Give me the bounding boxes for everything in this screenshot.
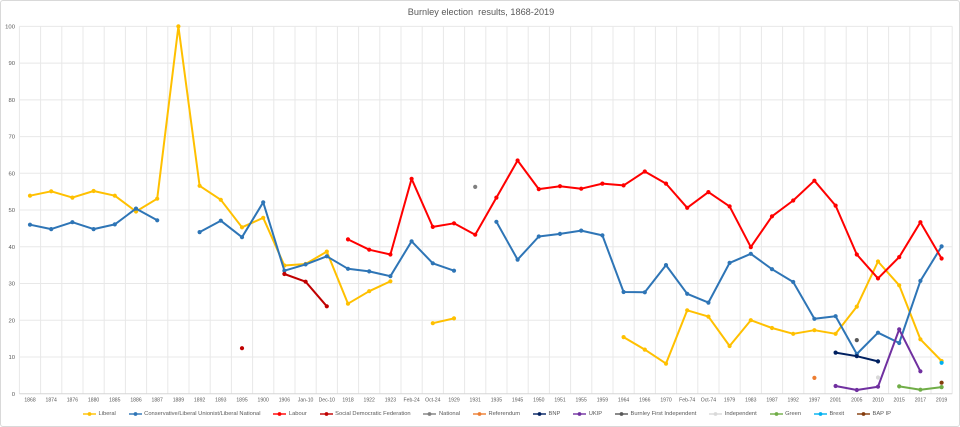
svg-text:1966: 1966: [639, 398, 650, 404]
svg-text:1964: 1964: [618, 398, 629, 404]
svg-text:100: 100: [5, 25, 16, 31]
svg-text:1900: 1900: [258, 398, 269, 404]
svg-text:1922: 1922: [364, 398, 375, 404]
svg-text:1979: 1979: [724, 398, 735, 404]
svg-text:1935: 1935: [491, 398, 502, 404]
svg-text:2019: 2019: [936, 398, 947, 404]
svg-text:2015: 2015: [894, 398, 905, 404]
svg-text:1906: 1906: [279, 398, 290, 404]
svg-text:1868: 1868: [24, 398, 35, 404]
svg-text:70: 70: [8, 135, 15, 141]
svg-text:0: 0: [12, 392, 16, 398]
svg-text:1892: 1892: [194, 398, 205, 404]
svg-text:Jan-10: Jan-10: [298, 398, 314, 404]
svg-text:1918: 1918: [342, 398, 353, 404]
svg-text:1929: 1929: [448, 398, 459, 404]
svg-text:1923: 1923: [385, 398, 396, 404]
svg-text:1931: 1931: [470, 398, 481, 404]
svg-text:1880: 1880: [88, 398, 99, 404]
svg-text:60: 60: [8, 171, 15, 177]
svg-text:2001: 2001: [830, 398, 841, 404]
svg-text:Oct-24: Oct-24: [425, 398, 440, 404]
svg-text:2010: 2010: [872, 398, 883, 404]
svg-text:1992: 1992: [788, 398, 799, 404]
svg-text:1889: 1889: [173, 398, 184, 404]
svg-text:Feb-74: Feb-74: [679, 398, 695, 404]
svg-text:40: 40: [8, 245, 15, 251]
svg-text:2017: 2017: [915, 398, 926, 404]
svg-text:Feb-24: Feb-24: [404, 398, 420, 404]
svg-text:1959: 1959: [597, 398, 608, 404]
svg-text:20: 20: [8, 318, 15, 324]
svg-text:1895: 1895: [236, 398, 247, 404]
svg-text:1987: 1987: [766, 398, 777, 404]
svg-text:1893: 1893: [215, 398, 226, 404]
svg-text:Dec-10: Dec-10: [319, 398, 336, 404]
svg-text:1997: 1997: [809, 398, 820, 404]
svg-text:90: 90: [8, 61, 15, 67]
svg-text:80: 80: [8, 98, 15, 104]
svg-text:2005: 2005: [851, 398, 862, 404]
svg-text:10: 10: [8, 355, 15, 361]
svg-text:50: 50: [8, 208, 15, 214]
svg-text:Oct-74: Oct-74: [701, 398, 716, 404]
svg-text:30: 30: [8, 282, 15, 288]
svg-text:1983: 1983: [745, 398, 756, 404]
svg-text:1885: 1885: [109, 398, 120, 404]
svg-text:1955: 1955: [576, 398, 587, 404]
svg-text:1945: 1945: [512, 398, 523, 404]
svg-text:1886: 1886: [130, 398, 141, 404]
svg-text:1951: 1951: [554, 398, 565, 404]
svg-text:1876: 1876: [67, 398, 78, 404]
svg-text:1874: 1874: [46, 398, 57, 404]
svg-text:1970: 1970: [660, 398, 671, 404]
svg-text:1950: 1950: [533, 398, 544, 404]
svg-text:1887: 1887: [152, 398, 163, 404]
